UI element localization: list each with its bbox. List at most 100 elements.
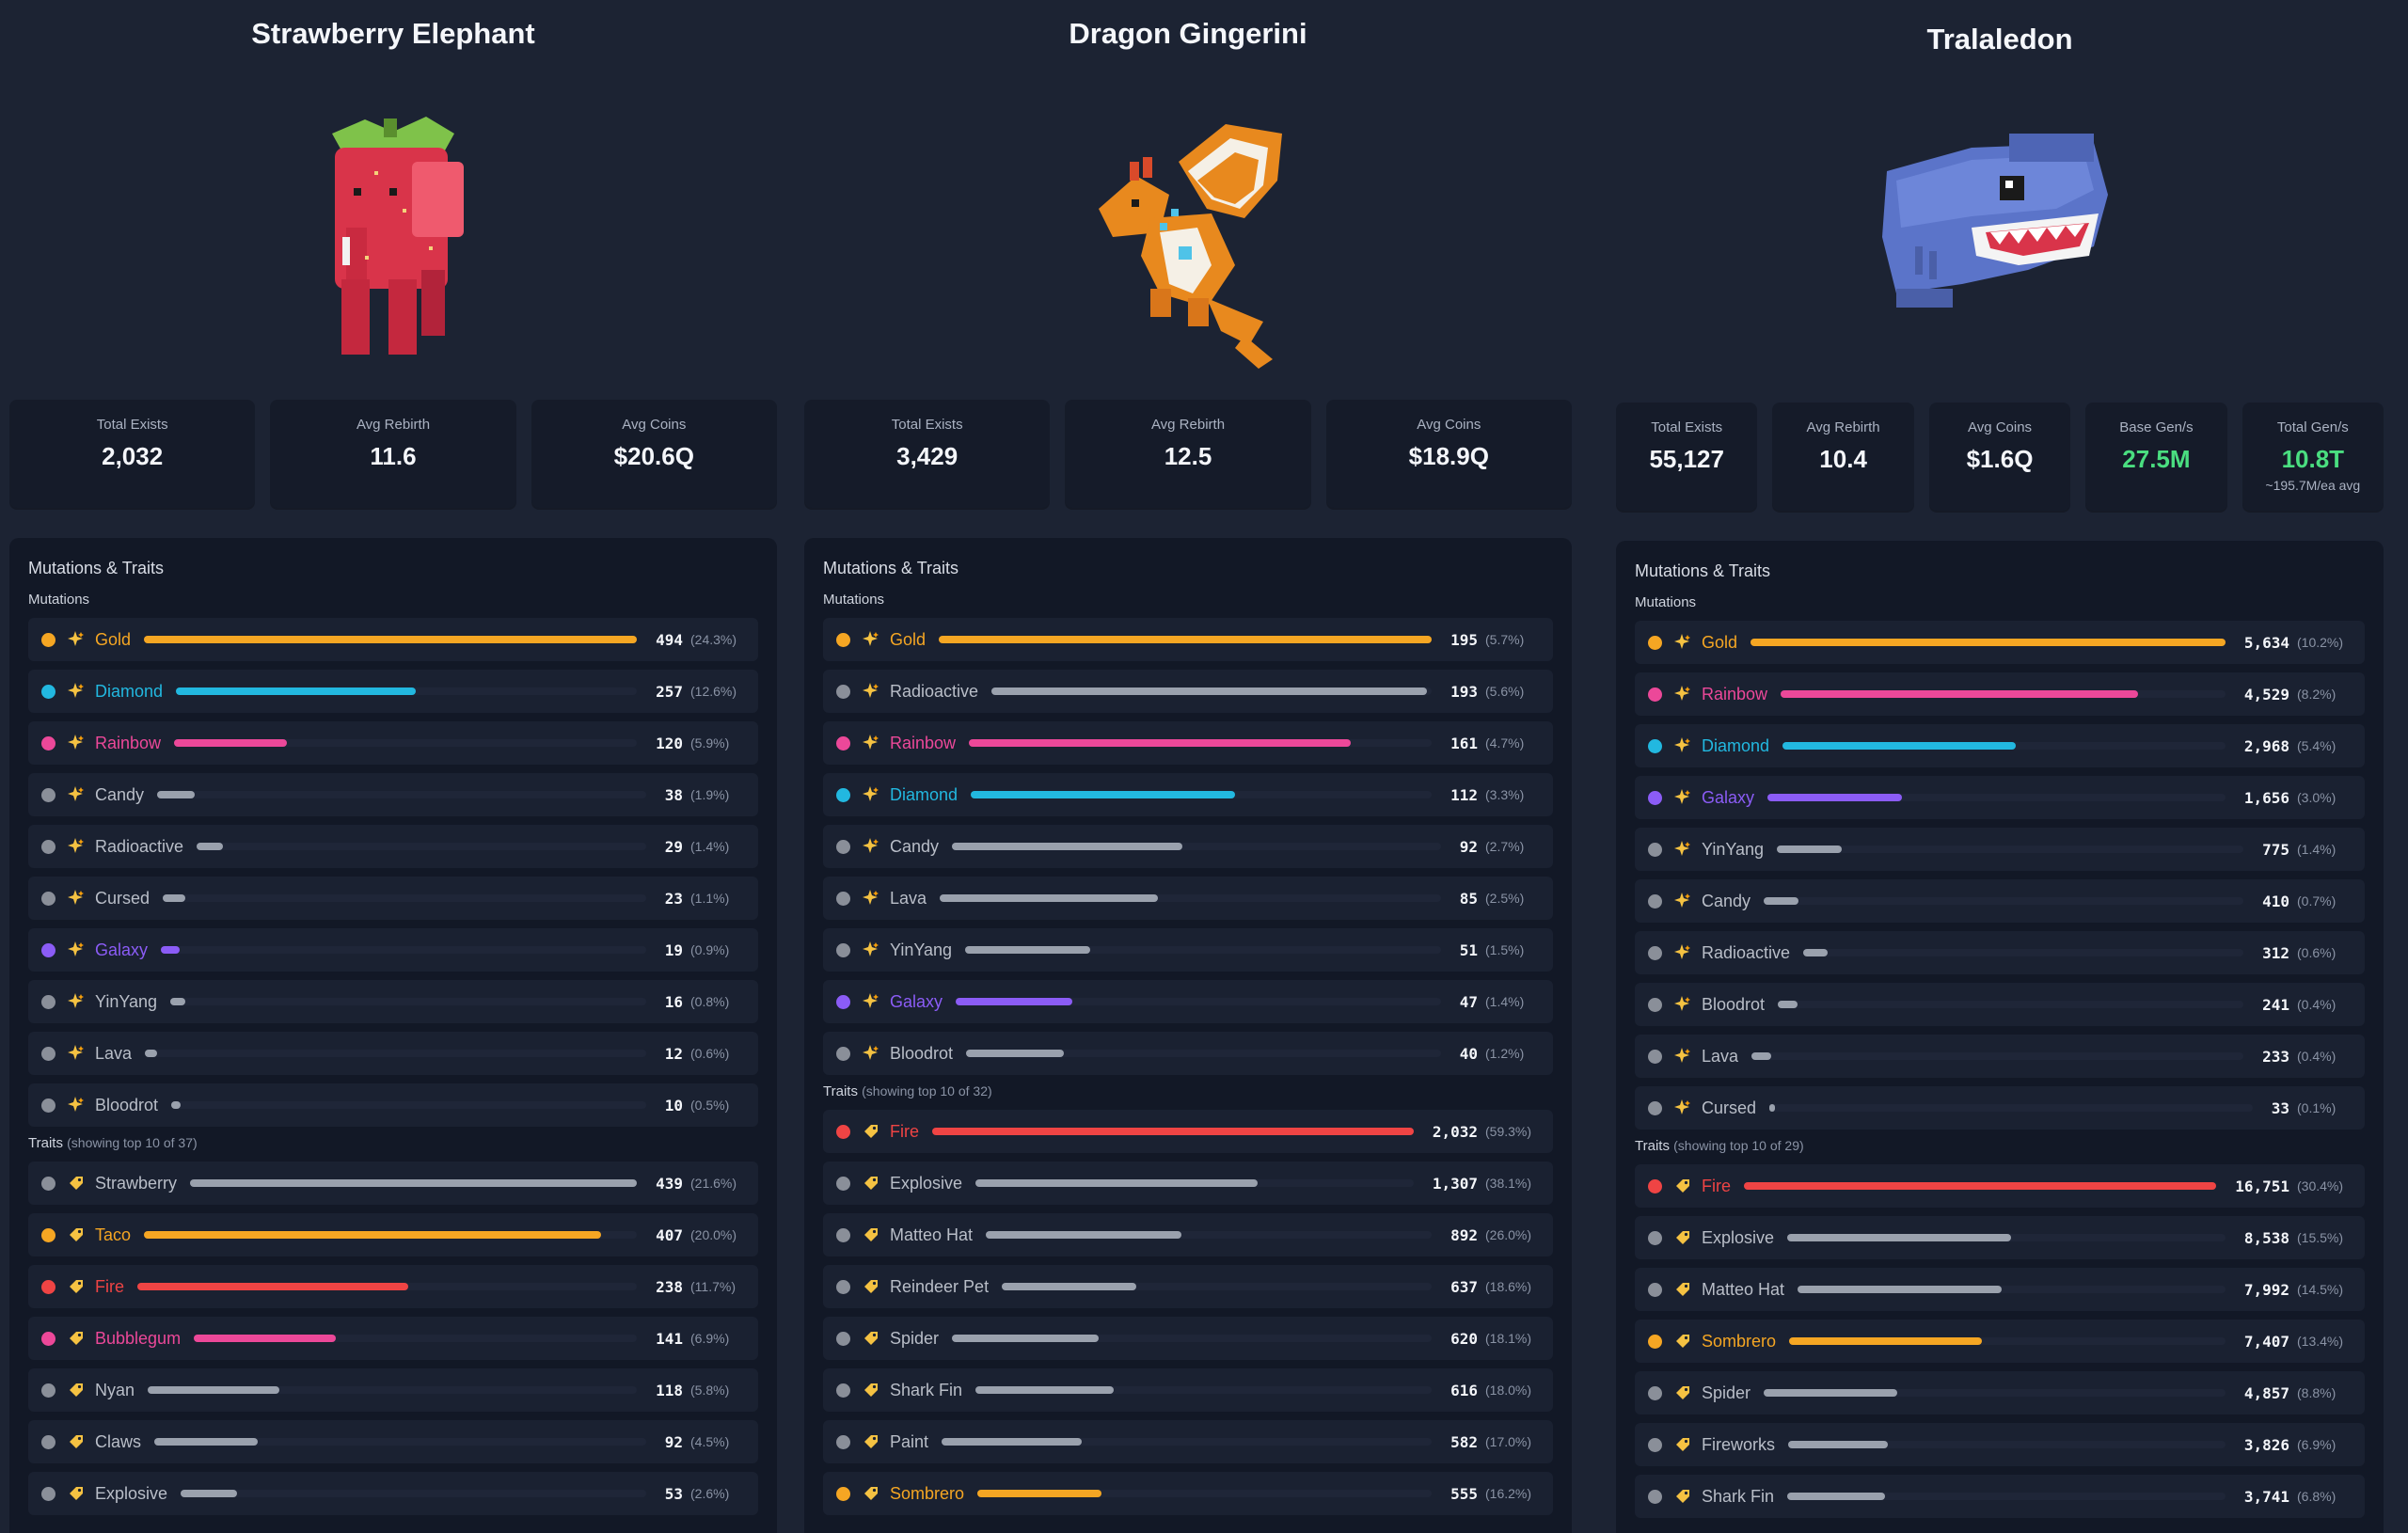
trait-count: 439 (656, 1174, 683, 1193)
status-dot (836, 839, 850, 854)
bar-background (1769, 1104, 2253, 1112)
trait-name: Taco (95, 1225, 132, 1244)
mutation-row: Rainbow 4,529 (8.2%) (1635, 672, 2365, 716)
stats-row: Total Exists 55,127 Avg Rebirth 10.4 Avg… (1616, 403, 2384, 511)
traits-label-text: Traits (1635, 1138, 1670, 1154)
mutation-list: Gold 494 (24.3%) Diamond 257 (12.6%) Rainbow 12… (28, 618, 758, 1127)
tag-icon (67, 1432, 86, 1451)
traits-label: Traits (showing top 10 of 37) (28, 1135, 758, 1154)
trait-row: Matteo Hat 892 (26.0%) (823, 1213, 1553, 1256)
trait-row: Matteo Hat 7,992 (14.5%) (1635, 1268, 2365, 1311)
bar-track (1798, 1286, 2226, 1293)
bar-fill (137, 1283, 408, 1290)
trait-count: 582 (1450, 1432, 1478, 1451)
mutation-row: Candy 410 (0.7%) (1635, 879, 2365, 923)
bar-track (171, 1101, 646, 1109)
mutation-row: Rainbow 161 (4.7%) (823, 721, 1553, 765)
bar-track (170, 998, 646, 1005)
mutation-list: Gold 5,634 (10.2%) Rainbow 4,529 (8.2%) Diamon… (1635, 621, 2365, 1130)
mutations-traits-panel: Mutations & Traits Mutations Gold 195 (5.7… (804, 538, 1572, 1533)
bar-track (161, 946, 646, 954)
stat-label: Total Exists (891, 417, 963, 433)
mutation-percent: (5.7%) (1485, 632, 1525, 647)
bar-track (1002, 1283, 1433, 1290)
bar-fill (969, 739, 1352, 747)
mutation-row: Diamond 257 (12.6%) (28, 670, 758, 713)
mutation-percent: (0.9%) (690, 942, 730, 957)
bar-track (181, 1490, 646, 1497)
bar-fill (1777, 846, 1842, 853)
mutation-percent: (2.7%) (1485, 839, 1525, 854)
mutation-row: Galaxy 47 (1.4%) (823, 980, 1553, 1023)
bar-track (154, 1438, 646, 1446)
trait-name: Explosive (890, 1173, 963, 1193)
mutation-name: Gold (95, 629, 132, 649)
stat-label: Total Exists (96, 417, 168, 433)
bar-fill (1781, 690, 2139, 698)
bar-track (145, 1050, 646, 1057)
trait-percent: (59.3%) (1485, 1124, 1532, 1139)
trait-row: Sombrero 555 (16.2%) (823, 1472, 1553, 1515)
bar-fill (940, 894, 1159, 902)
trait-count: 407 (656, 1225, 683, 1244)
bar-fill (190, 1179, 638, 1187)
status-dot (41, 1331, 55, 1346)
stat-label: Total Exists (1651, 419, 1723, 435)
mutation-name: Bloodrot (890, 1043, 954, 1063)
mutation-row: Cursed 33 (0.1%) (1635, 1086, 2365, 1130)
bar-track (1751, 639, 2226, 646)
sparkle-icon (67, 785, 86, 804)
trait-percent: (30.4%) (2297, 1178, 2344, 1193)
bar-track (176, 687, 638, 695)
sparkle-icon (862, 837, 880, 856)
trait-row: Strawberry 439 (21.6%) (28, 1162, 758, 1205)
sparkle-icon (1673, 995, 1692, 1014)
column-title: Strawberry Elephant (251, 17, 535, 50)
mutation-percent: (0.4%) (2297, 997, 2337, 1012)
brainrot-column-tralaledon: Tralaledon Total Exists 55,127 (1616, 0, 2384, 1533)
stat-value: $20.6Q (613, 442, 694, 470)
bar-fill (1787, 1493, 1885, 1500)
sparkle-icon (67, 992, 86, 1011)
trait-count: 7,407 (2243, 1332, 2289, 1351)
mutation-count: 2,968 (2243, 736, 2289, 755)
mutation-percent: (5.4%) (2297, 738, 2337, 753)
stat-label: Total Gen/s (2276, 419, 2349, 435)
tag-icon (862, 1174, 880, 1193)
status-dot (836, 1176, 850, 1191)
mutation-name: Candy (890, 836, 940, 856)
bar-fill (194, 1335, 337, 1342)
trait-row: Fireworks 3,826 (6.9%) (1635, 1423, 2365, 1466)
brainrot-column-strawberry-elephant: Strawberry Elephant (9, 0, 777, 1533)
bar-background (154, 1438, 646, 1446)
stat-card-total-exists: Total Exists 55,127 (1616, 403, 1758, 511)
bar-background (171, 1101, 646, 1109)
mutations-label: Mutations (823, 592, 885, 608)
bar-track (952, 1335, 1433, 1342)
mutation-count: 312 (2262, 943, 2289, 962)
stat-label: Avg Rebirth (356, 417, 431, 433)
bar-track (148, 1386, 638, 1394)
tag-icon (67, 1381, 86, 1399)
status-dot (41, 1098, 55, 1113)
status-dot (836, 891, 850, 906)
bar-fill (1788, 1441, 1888, 1448)
bar-background (1789, 1337, 2226, 1345)
bar-fill (1789, 1337, 1983, 1345)
trait-row: Bubblegum 141 (6.9%) (28, 1317, 758, 1360)
status-dot (41, 1227, 55, 1242)
stat-card-avg-rebirth: Avg Rebirth 11.6 (270, 400, 516, 508)
bar-background (145, 1050, 646, 1057)
mutation-count: 85 (1459, 889, 1478, 908)
stat-value: 3,429 (896, 442, 958, 470)
tag-icon (862, 1122, 880, 1141)
bar-fill (942, 1438, 1083, 1446)
mutation-count: 38 (664, 785, 683, 804)
mutation-row: Bloodrot 40 (1.2%) (823, 1032, 1553, 1075)
trait-percent: (18.6%) (1485, 1279, 1532, 1294)
bar-background (1788, 1441, 2226, 1448)
mutation-count: 494 (656, 630, 683, 649)
trait-row: Spider 4,857 (8.8%) (1635, 1371, 2365, 1414)
trait-name: Fireworks (1702, 1434, 1776, 1454)
mutation-row: Lava 233 (0.4%) (1635, 1035, 2365, 1078)
